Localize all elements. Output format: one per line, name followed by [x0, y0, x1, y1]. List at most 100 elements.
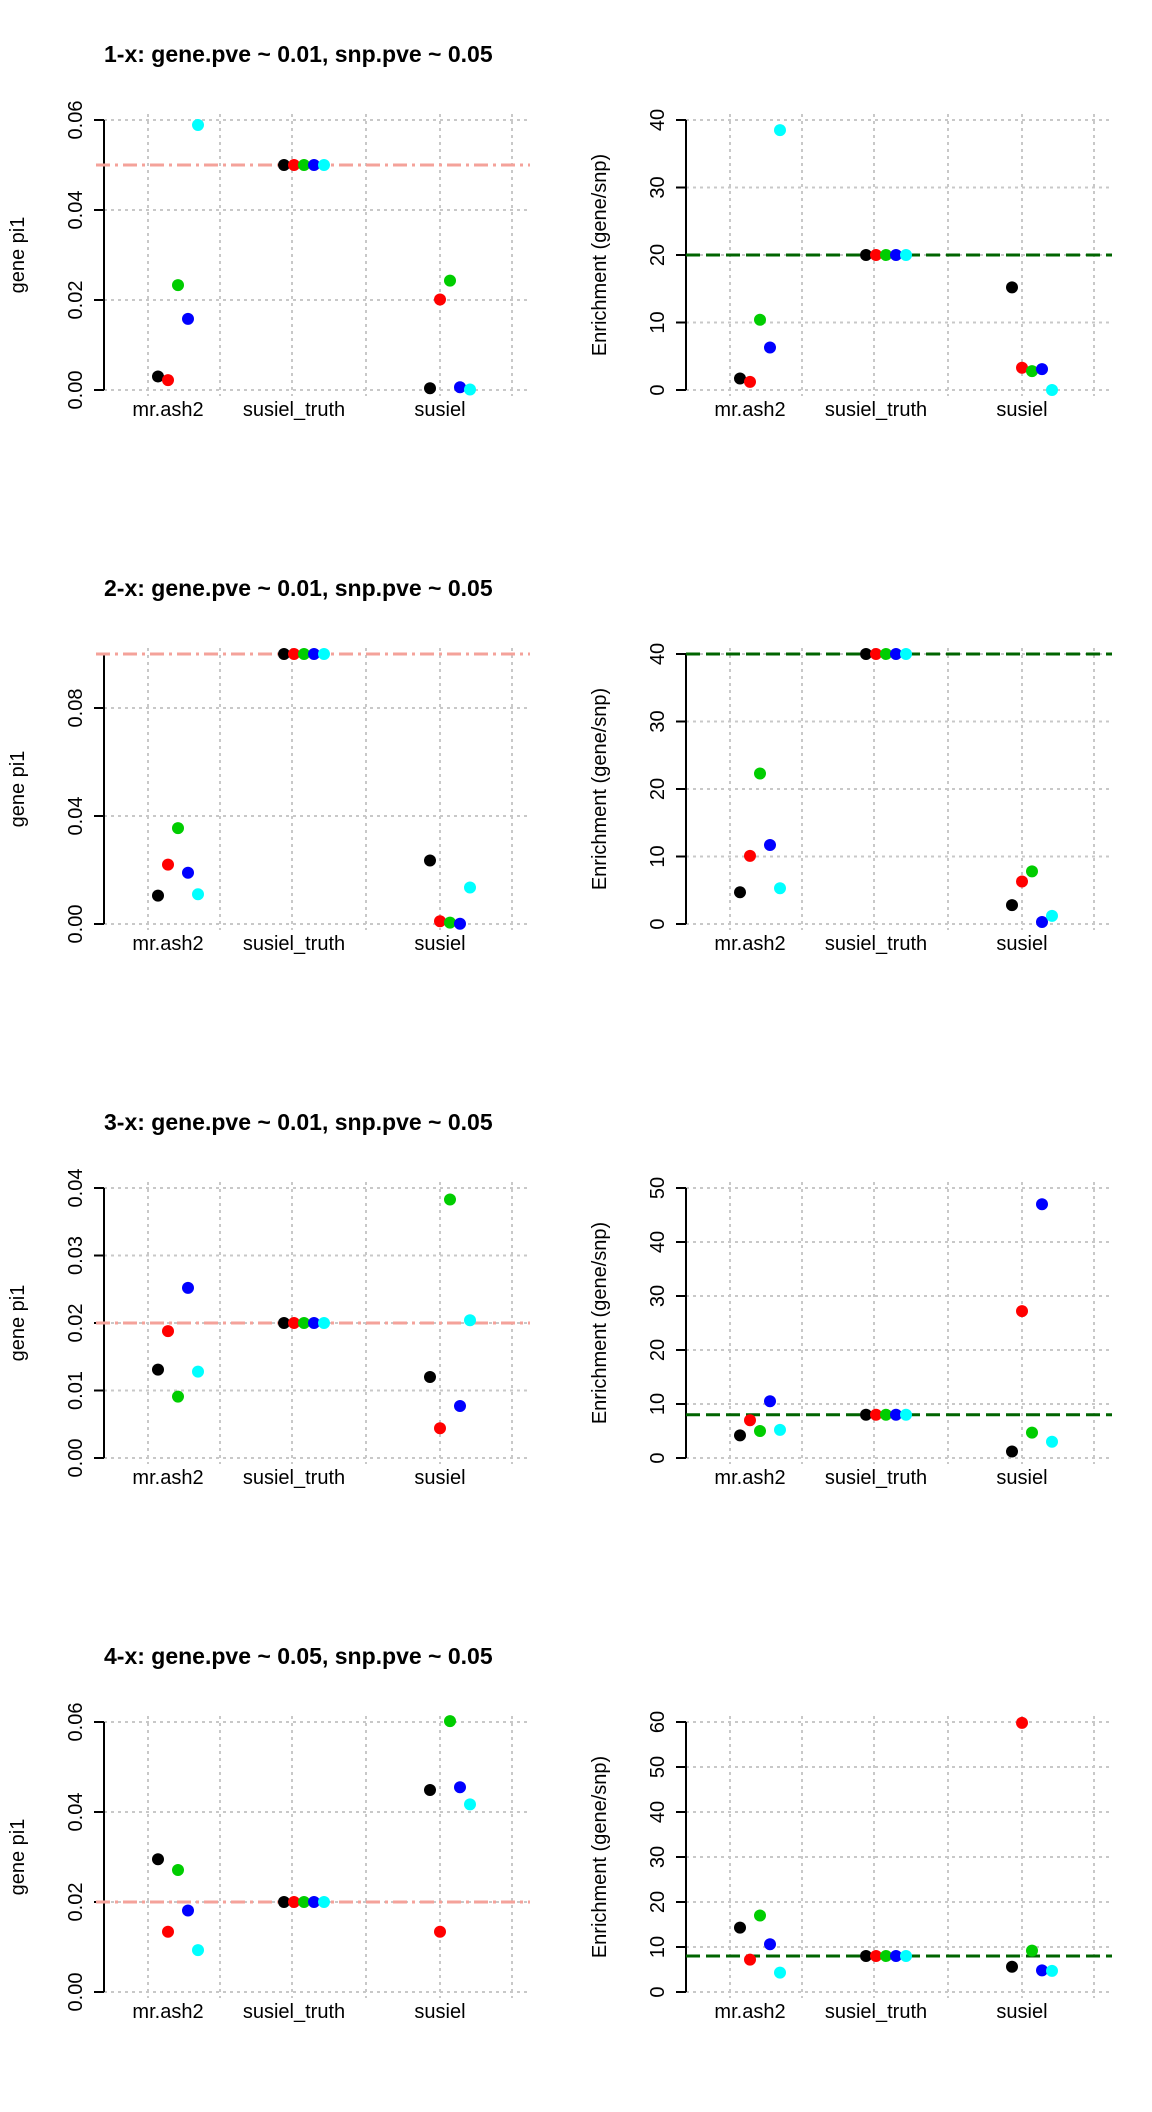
data-point	[1006, 1960, 1018, 1973]
x-tick-label: mr.ash2	[132, 933, 203, 955]
data-point	[1006, 281, 1018, 294]
y-axis-label: Enrichment (gene/snp)	[589, 154, 611, 356]
data-point	[734, 1921, 746, 1934]
data-point	[288, 1317, 300, 1329]
x-tick-label: mr.ash2	[714, 933, 785, 955]
data-point	[464, 1314, 476, 1327]
data-point	[318, 648, 330, 660]
data-point	[860, 1408, 872, 1421]
data-point	[278, 1896, 290, 1908]
y-tick-label: 0.04	[65, 191, 87, 230]
data-point	[774, 882, 786, 895]
x-tick-label: susiel	[996, 1467, 1047, 1489]
data-point	[1006, 1445, 1018, 1458]
y-tick-label: 40	[647, 109, 669, 131]
y-tick-label: 0.00	[65, 371, 87, 410]
data-point	[754, 1909, 766, 1922]
x-tick-label: mr.ash2	[714, 1467, 785, 1489]
data-point	[454, 1400, 466, 1413]
data-point	[308, 159, 320, 171]
data-point	[754, 767, 766, 780]
y-tick-label: 0.03	[65, 1236, 87, 1275]
data-point	[870, 249, 882, 261]
data-point	[182, 312, 194, 325]
data-point	[880, 1408, 892, 1421]
data-point	[774, 1423, 786, 1436]
y-axis-label: gene pi1	[7, 217, 29, 294]
y-tick-label: 0.02	[65, 281, 87, 320]
y-tick-label: 20	[647, 1339, 669, 1361]
data-points	[734, 1198, 1058, 1458]
y-tick-label: 0.04	[65, 797, 87, 836]
y-tick-label: 30	[647, 176, 669, 198]
chart-title: 4-x: gene.pve ~ 0.05, snp.pve ~ 0.05	[104, 1643, 493, 1669]
data-point	[424, 1371, 436, 1383]
data-point	[860, 1950, 872, 1962]
data-point	[1016, 875, 1028, 888]
data-point	[424, 382, 436, 395]
data-points	[734, 1716, 1058, 1979]
data-point	[162, 858, 174, 871]
panel-4-right: 0 10 20 30 40 50 60 Enrichment (gene/snp) mr.ash…	[589, 1711, 1112, 2023]
data-point	[764, 341, 776, 354]
data-point	[288, 159, 300, 171]
data-point	[764, 1938, 776, 1951]
y-tick-label: 60	[647, 1711, 669, 1733]
data-point	[152, 370, 164, 383]
data-point	[172, 1390, 184, 1403]
data-point	[1036, 1198, 1048, 1211]
x-tick-label: mr.ash2	[714, 2001, 785, 2023]
data-point	[900, 648, 912, 660]
data-point	[172, 1864, 184, 1877]
x-tick-label: susiel	[996, 933, 1047, 955]
data-points	[152, 118, 476, 396]
y-tick-label: 30	[647, 710, 669, 732]
data-point	[182, 866, 194, 879]
y-tick-label: 0.00	[65, 1973, 87, 2012]
y-tick-label: 0.02	[65, 1304, 87, 1343]
data-points	[734, 648, 1058, 928]
data-point	[1026, 1944, 1038, 1957]
data-point	[278, 159, 290, 171]
data-point	[1026, 865, 1038, 878]
y-tick-label: 0.04	[65, 1793, 87, 1832]
data-point	[890, 1408, 902, 1421]
data-point	[182, 1281, 194, 1294]
y-tick-label: 0.01	[65, 1371, 87, 1410]
x-tick-label: susiel_truth	[825, 399, 927, 421]
data-point	[288, 1896, 300, 1908]
y-tick-label: 40	[647, 1231, 669, 1253]
grid	[686, 1182, 1112, 1464]
x-tick-label: mr.ash2	[132, 2001, 203, 2023]
data-point	[1016, 1716, 1028, 1729]
data-point	[172, 822, 184, 835]
data-point	[318, 1317, 330, 1329]
y-axis-label: Enrichment (gene/snp)	[589, 1756, 611, 1958]
data-point	[288, 648, 300, 660]
data-point	[1046, 1435, 1058, 1448]
panel-4-left: 0.00 0.02 0.04 0.06 gene pi1 mr.ash2 susiel_tr…	[7, 1643, 530, 2023]
y-axis-label: Enrichment (gene/snp)	[589, 688, 611, 890]
y-tick-label: 40	[647, 1801, 669, 1823]
data-point	[464, 881, 476, 894]
x-tick-label: susiel	[414, 2001, 465, 2023]
data-point	[744, 849, 756, 862]
data-point	[1036, 363, 1048, 376]
data-point	[900, 249, 912, 261]
data-point	[1036, 1964, 1048, 1977]
data-point	[444, 916, 456, 929]
x-tick-label: susiel_truth	[243, 1467, 345, 1489]
data-point	[182, 1904, 194, 1917]
y-tick-label: 50	[647, 1756, 669, 1778]
data-point	[764, 1395, 776, 1408]
data-point	[744, 375, 756, 388]
y-axis-label: Enrichment (gene/snp)	[589, 1222, 611, 1424]
x-tick-label: susiel_truth	[825, 1467, 927, 1489]
y-tick-label: 0	[647, 918, 669, 929]
data-point	[890, 1950, 902, 1962]
data-point	[870, 1950, 882, 1962]
data-point	[890, 648, 902, 660]
panel-3-left: 0.00 0.01 0.02 0.03 0.04 gene pi1 mr.ash2 susie…	[7, 1109, 530, 1489]
y-tick-label: 20	[647, 244, 669, 266]
